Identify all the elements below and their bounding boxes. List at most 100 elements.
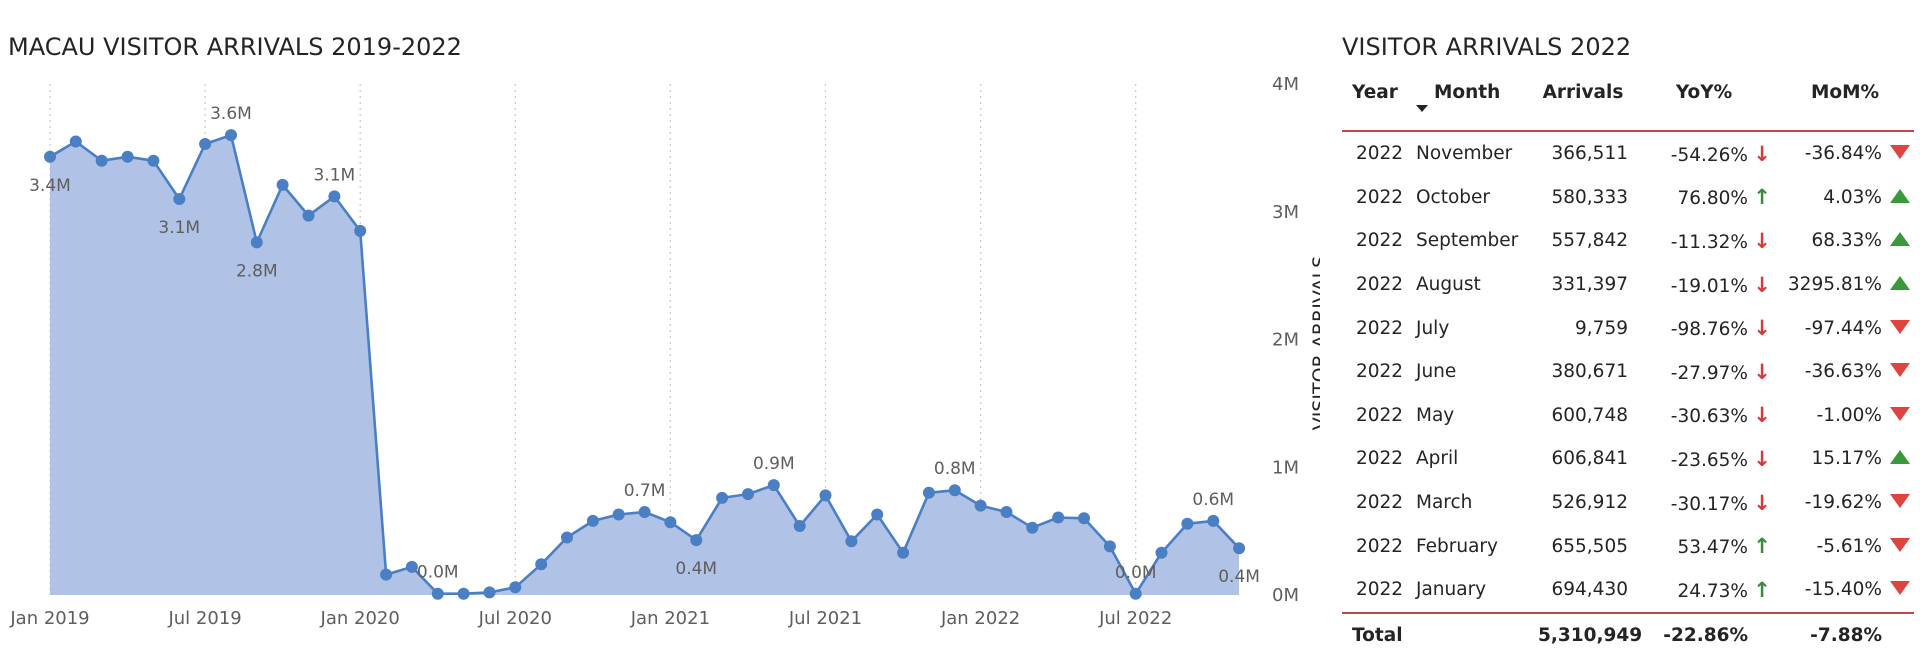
data-point <box>1233 542 1246 555</box>
data-point <box>431 587 444 600</box>
cell-month: October <box>1416 186 1491 208</box>
arrow-down-icon: ↓ <box>1753 228 1771 253</box>
data-point <box>1129 587 1142 600</box>
yoy-value: -11.32% <box>1670 231 1748 253</box>
chart-title: MACAU VISITOR ARRIVALS 2019-2022 <box>8 33 462 61</box>
cell-month: November <box>1416 143 1513 165</box>
cell-year: 2022 <box>1356 317 1404 339</box>
data-point <box>767 479 780 492</box>
cell-arrivals: 526,912 <box>1551 492 1628 514</box>
cell-mom: -19.62% <box>1776 481 1914 525</box>
table-body: 2022 November 366,511 -54.26% ↓ -36.84% 2022 Oc… <box>1342 131 1914 613</box>
data-point <box>638 506 651 518</box>
table-row[interactable]: 2022 June 380,671 -27.97% ↓ -36.63% <box>1342 350 1914 394</box>
data-point <box>819 489 832 502</box>
data-point <box>1181 517 1194 530</box>
cell-year: 2022 <box>1356 361 1404 383</box>
cell-month: May <box>1416 404 1455 426</box>
data-point <box>897 546 910 559</box>
x-tick-label: Jan 2022 <box>940 608 1020 629</box>
cell-yoy: 24.73% ↑ <box>1632 568 1776 613</box>
yoy-value: -30.17% <box>1670 493 1748 515</box>
data-point <box>1026 521 1039 534</box>
table-row[interactable]: 2022 May 600,748 -30.63% ↓ -1.00% <box>1342 394 1914 438</box>
total-arrivals: 5,310,949 <box>1534 611 1642 658</box>
column-header-year[interactable]: Year <box>1342 76 1412 132</box>
arrow-up-icon: ↑ <box>1753 577 1771 602</box>
x-tick-label: Jul 2020 <box>478 608 552 629</box>
data-point <box>922 486 935 499</box>
data-point <box>561 531 573 544</box>
data-point <box>250 236 263 249</box>
data-point <box>328 190 341 203</box>
column-header-yoy[interactable]: YoY% <box>1632 76 1776 132</box>
data-point <box>276 178 289 191</box>
cell-year: 2022 <box>1356 230 1404 252</box>
data-label: 3.1M <box>158 218 200 238</box>
cell-year: 2022 <box>1356 492 1404 514</box>
total-yoy: -22.86% <box>1632 611 1776 658</box>
data-point <box>173 193 186 205</box>
triangle-down-icon <box>1890 537 1910 552</box>
table-row[interactable]: 2022 March 526,912 -30.17% ↓ -19.62% <box>1342 481 1914 525</box>
cell-mom: 4.03% <box>1776 176 1914 220</box>
cell-yoy: -54.26% ↓ <box>1632 131 1776 176</box>
table-row[interactable]: 2022 February 655,505 53.47% ↑ -5.61% <box>1342 524 1914 568</box>
cell-month: September <box>1416 230 1519 252</box>
table-row[interactable]: 2022 August 331,397 -19.01% ↓ 3295.81% <box>1342 263 1914 307</box>
data-point <box>974 499 987 512</box>
total-mom: -7.88% <box>1776 611 1914 658</box>
total-row: Total 5,310,949 -22.86% -7.88% <box>1342 611 1914 658</box>
data-label: 0.4M <box>1218 567 1260 587</box>
table-row[interactable]: 2022 September 557,842 -11.32% ↓ 68.33% <box>1342 219 1914 263</box>
y-tick-label: 3M <box>1272 202 1299 223</box>
column-header-arrivals[interactable]: Arrivals <box>1534 76 1632 132</box>
cell-month: July <box>1416 317 1450 339</box>
column-header-month[interactable]: Month <box>1412 76 1534 132</box>
cell-mom: -15.40% <box>1776 568 1914 613</box>
data-point <box>483 586 496 599</box>
triangle-up-icon <box>1890 188 1910 203</box>
arrow-down-icon: ↓ <box>1753 490 1771 515</box>
table-row[interactable]: 2022 April 606,841 -23.65% ↓ 15.17% <box>1342 437 1914 481</box>
mom-value: 3295.81% <box>1787 274 1882 296</box>
data-point <box>147 154 160 167</box>
triangle-down-icon <box>1890 363 1910 378</box>
data-point <box>690 534 703 547</box>
y-tick-label: 1M <box>1272 457 1299 478</box>
cell-yoy: 76.80% ↑ <box>1632 176 1776 220</box>
data-label: 0.8M <box>934 459 976 479</box>
mom-value: -36.84% <box>1804 143 1882 165</box>
data-point <box>44 150 56 163</box>
column-header-mom[interactable]: MoM% <box>1776 76 1914 132</box>
table-row[interactable]: 2022 July 9,759 -98.76% ↓ -97.44% <box>1342 306 1914 350</box>
data-point <box>1000 506 1013 518</box>
cell-yoy: -30.17% ↓ <box>1632 481 1776 525</box>
triangle-down-icon <box>1890 319 1910 334</box>
table-row[interactable]: 2022 January 694,430 24.73% ↑ -15.40% <box>1342 568 1914 613</box>
cell-yoy: 53.47% ↑ <box>1632 524 1776 568</box>
data-point <box>225 129 237 142</box>
cell-arrivals: 331,397 <box>1551 274 1628 296</box>
table-row[interactable]: 2022 October 580,333 76.80% ↑ 4.03% <box>1342 176 1914 220</box>
yoy-value: -54.26% <box>1670 144 1748 166</box>
x-tick-label: Jul 2022 <box>1098 608 1172 629</box>
cell-mom: 3295.81% <box>1776 263 1914 307</box>
points-layer <box>44 129 1246 600</box>
cell-month: April <box>1416 448 1459 470</box>
cell-mom: -5.61% <box>1776 524 1914 568</box>
table-row[interactable]: 2022 November 366,511 -54.26% ↓ -36.84% <box>1342 131 1914 176</box>
data-point <box>1207 514 1220 527</box>
arrow-down-icon: ↓ <box>1753 272 1771 297</box>
yoy-value: 53.47% <box>1677 537 1748 559</box>
data-label: 0.0M <box>417 563 459 583</box>
y-tick-label: 4M <box>1272 74 1299 95</box>
cell-yoy: -27.97% ↓ <box>1632 350 1776 394</box>
data-point <box>948 484 961 497</box>
yoy-value: -27.97% <box>1670 362 1748 384</box>
cell-mom: -97.44% <box>1776 306 1914 350</box>
sort-descending-icon[interactable] <box>1416 105 1428 112</box>
data-label: 0.0M <box>1115 563 1157 583</box>
total-month-empty <box>1412 611 1534 658</box>
triangle-up-icon <box>1890 232 1910 247</box>
